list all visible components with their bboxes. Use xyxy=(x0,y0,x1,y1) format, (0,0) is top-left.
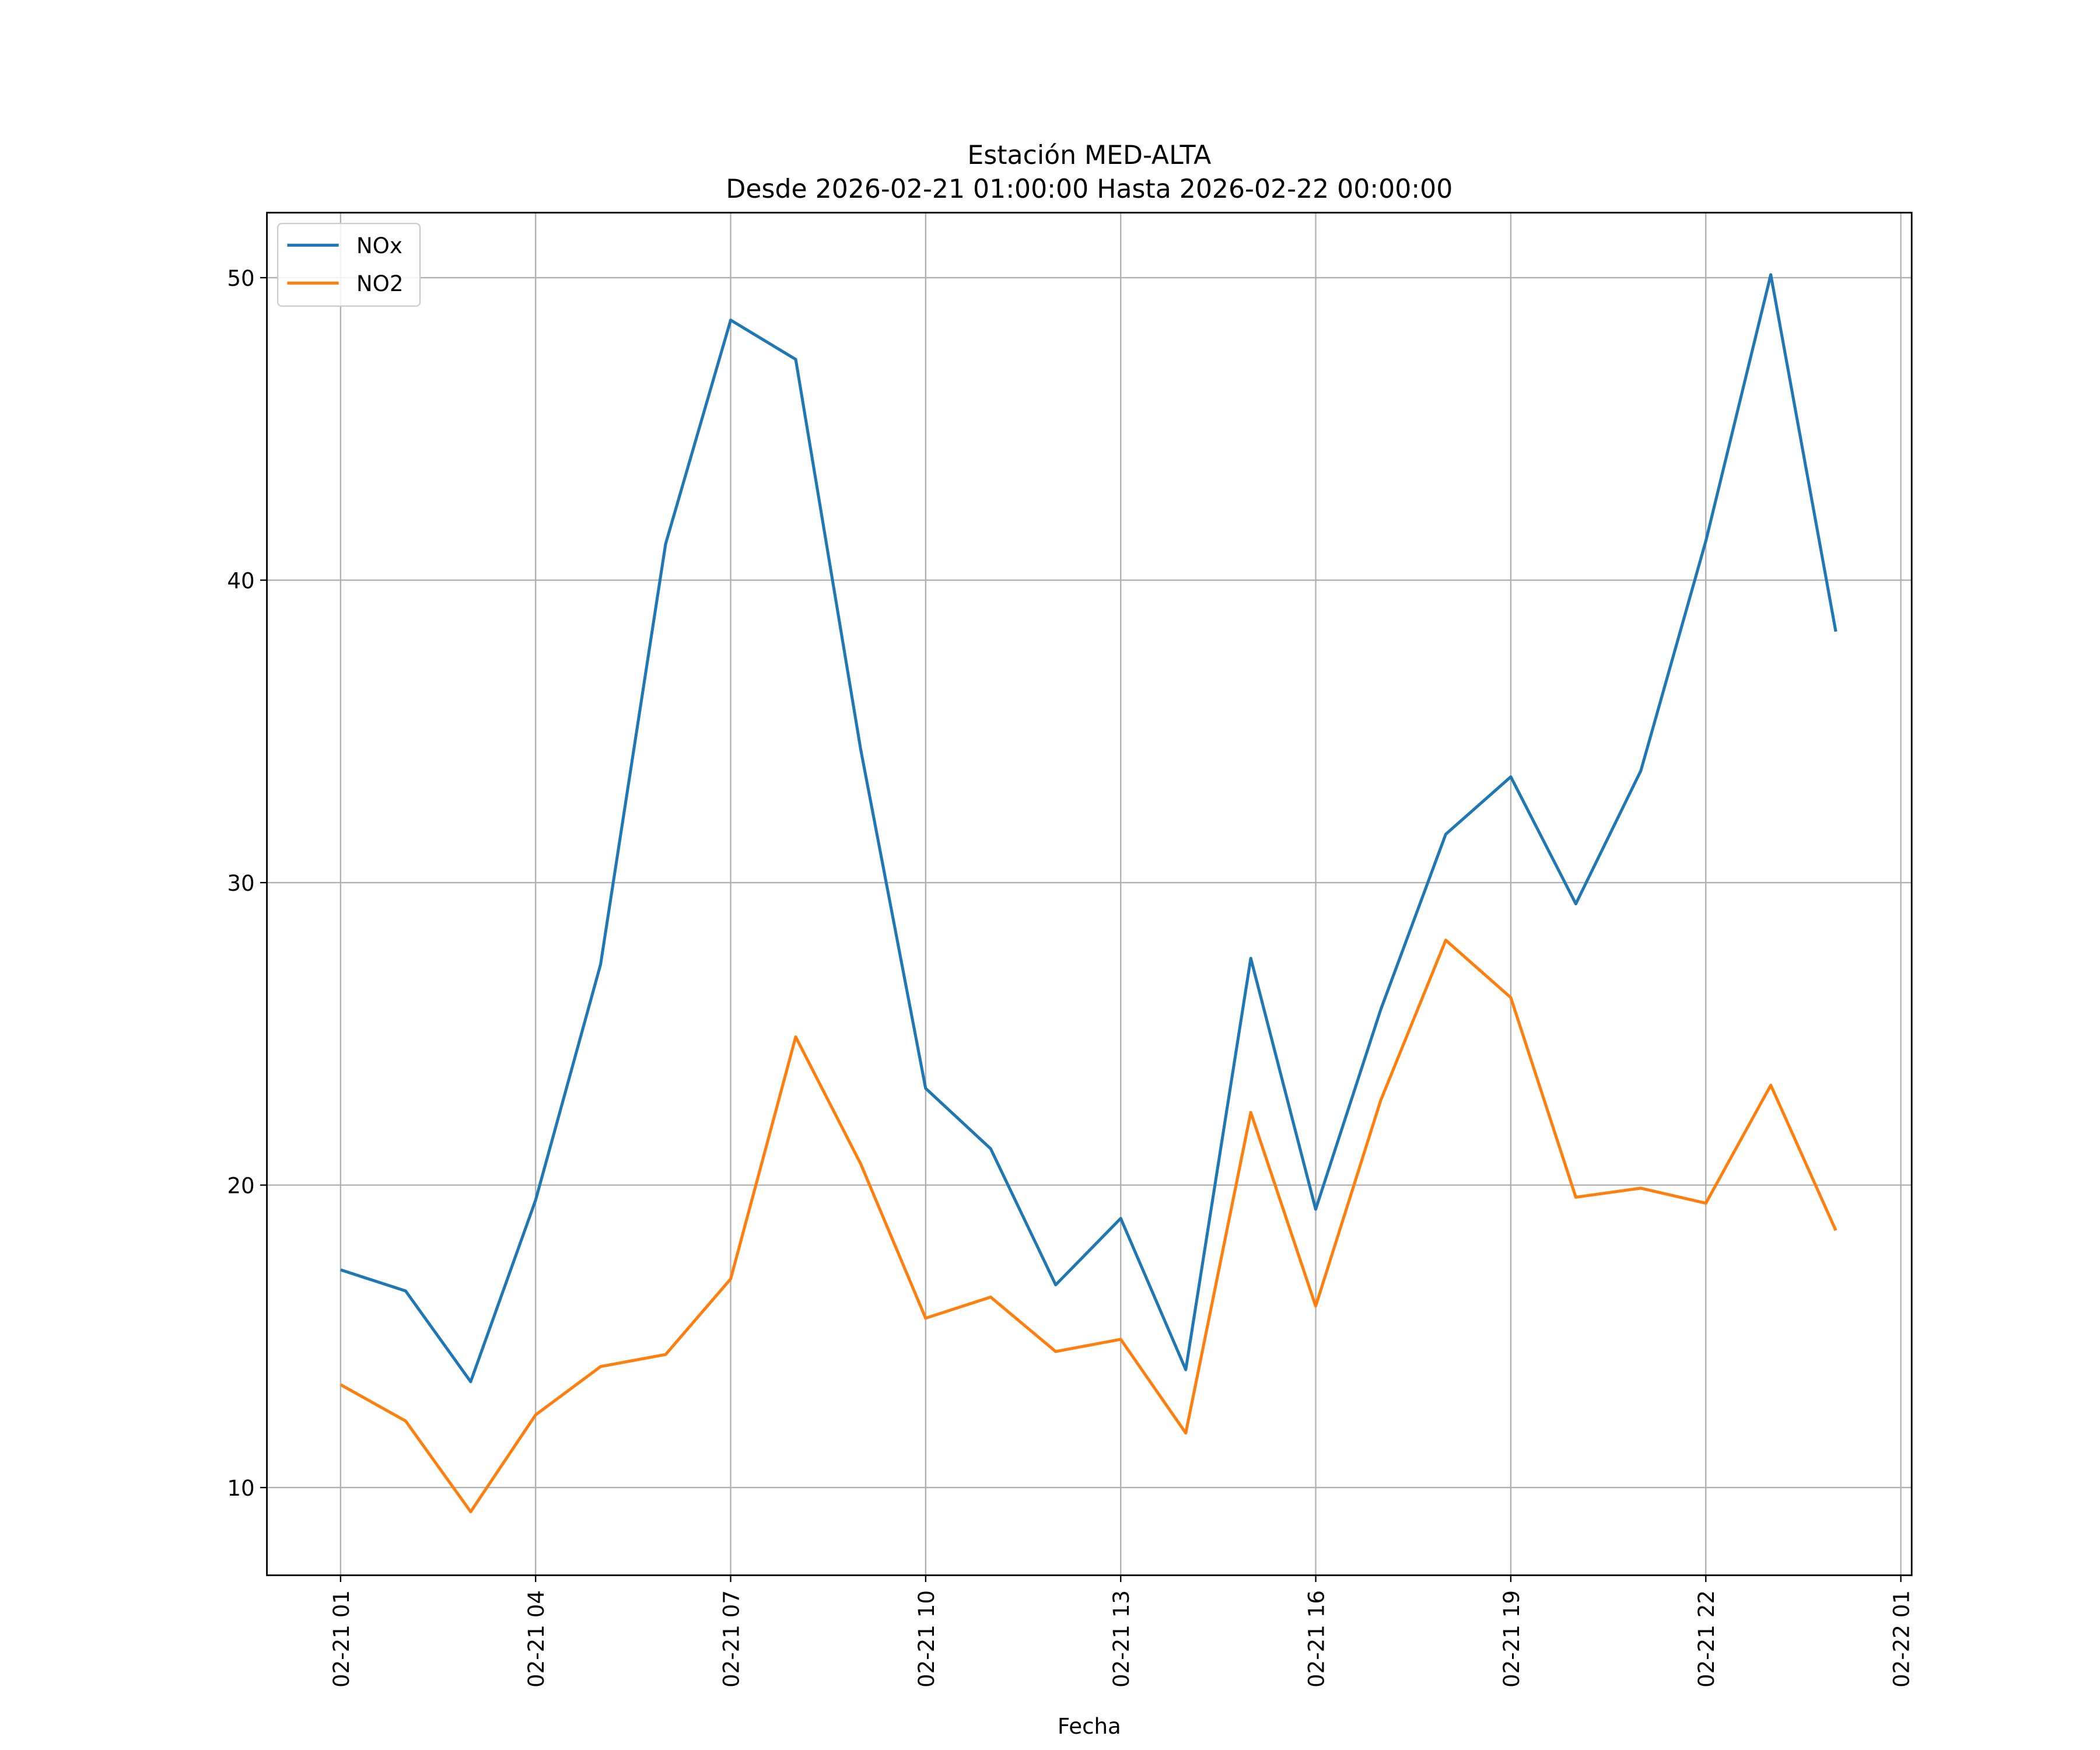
x-tick-label: 02-21 01 xyxy=(329,1590,354,1688)
chart-title: Estación MED-ALTA xyxy=(967,141,1211,170)
x-tick-label: 02-21 19 xyxy=(1499,1590,1524,1688)
y-axis: 10 20 30 40 50 xyxy=(227,266,267,1501)
y-tick-label: 30 xyxy=(227,871,254,896)
x-tick-label: 02-21 13 xyxy=(1109,1590,1134,1688)
y-tick-label: 20 xyxy=(227,1174,254,1199)
x-tick-label: 02-21 10 xyxy=(914,1590,939,1688)
x-axis: 02-21 01 02-21 04 02-21 07 02-21 10 02-21 13… xyxy=(329,1575,1915,1688)
x-tick-label: 02-21 04 xyxy=(524,1590,549,1688)
y-tick-label: 40 xyxy=(227,568,254,593)
x-tick-label: 02-21 16 xyxy=(1304,1590,1329,1688)
y-tick-label: 10 xyxy=(227,1476,254,1501)
y-tick-label: 50 xyxy=(227,266,254,291)
x-tick-label: 02-22 01 xyxy=(1889,1590,1915,1688)
series-line-nox xyxy=(340,273,1838,1384)
plot-frame xyxy=(266,212,1913,1576)
legend-label: NO2 xyxy=(356,271,404,296)
x-tick-label: 02-21 07 xyxy=(719,1590,744,1688)
series-line-no2 xyxy=(340,939,1838,1514)
series-lines xyxy=(340,273,1838,1514)
x-axis-label: Fecha xyxy=(1058,1714,1121,1739)
x-tick-label: 02-21 22 xyxy=(1694,1590,1719,1688)
chart-subtitle: Desde 2026-02-21 01:00:00 Hasta 2026-02-… xyxy=(726,174,1452,204)
grid xyxy=(267,212,1912,1576)
legend-label: NOx xyxy=(356,233,402,258)
legend: NOx NO2 xyxy=(276,222,421,307)
